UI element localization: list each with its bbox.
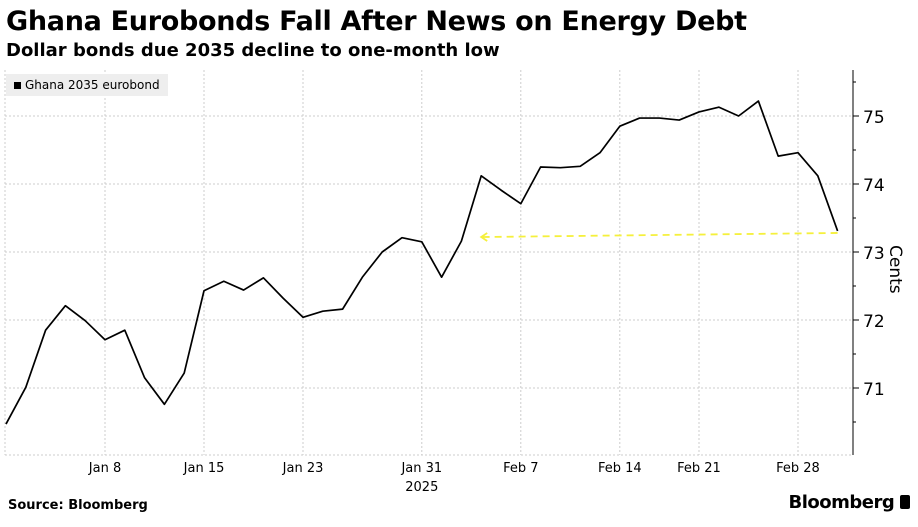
x-tick-label: Feb 7 [503,461,538,476]
source-note: Source: Bloomberg [8,498,148,513]
legend-label: Ghana 2035 eurobond [25,78,160,92]
x-tick-label: Jan 8 [88,461,121,476]
y-tick-label: 73 [863,244,885,264]
y-tick-label: 71 [863,380,885,400]
bloomberg-logo: Bloomberg [788,492,910,513]
chart-title: Ghana Eurobonds Fall After News on Energ… [6,6,747,37]
x-tick-label: Jan 31 [400,461,442,476]
annotation-arrow-line [481,232,838,238]
y-tick-label: 72 [863,312,885,332]
x-tick-label: Feb 14 [598,461,642,476]
y-tick-label: 74 [863,176,885,196]
annotation-arrow-head [479,232,488,242]
brand-text: Bloomberg [788,492,895,513]
x-tick-label: Jan 23 [282,461,324,476]
y-axis-title: Cents [885,245,905,294]
legend-swatch [14,81,21,89]
x-tick-label: Jan 15 [183,461,225,476]
logo-icon [900,495,910,509]
y-tick-label: 75 [863,108,885,128]
legend: Ghana 2035 eurobond [6,74,168,96]
chart-subtitle: Dollar bonds due 2035 decline to one-mon… [6,40,500,61]
x-axis-year: 2025 [405,480,438,495]
x-tick-label: Feb 28 [776,461,820,476]
x-tick-label: Feb 21 [677,461,721,476]
